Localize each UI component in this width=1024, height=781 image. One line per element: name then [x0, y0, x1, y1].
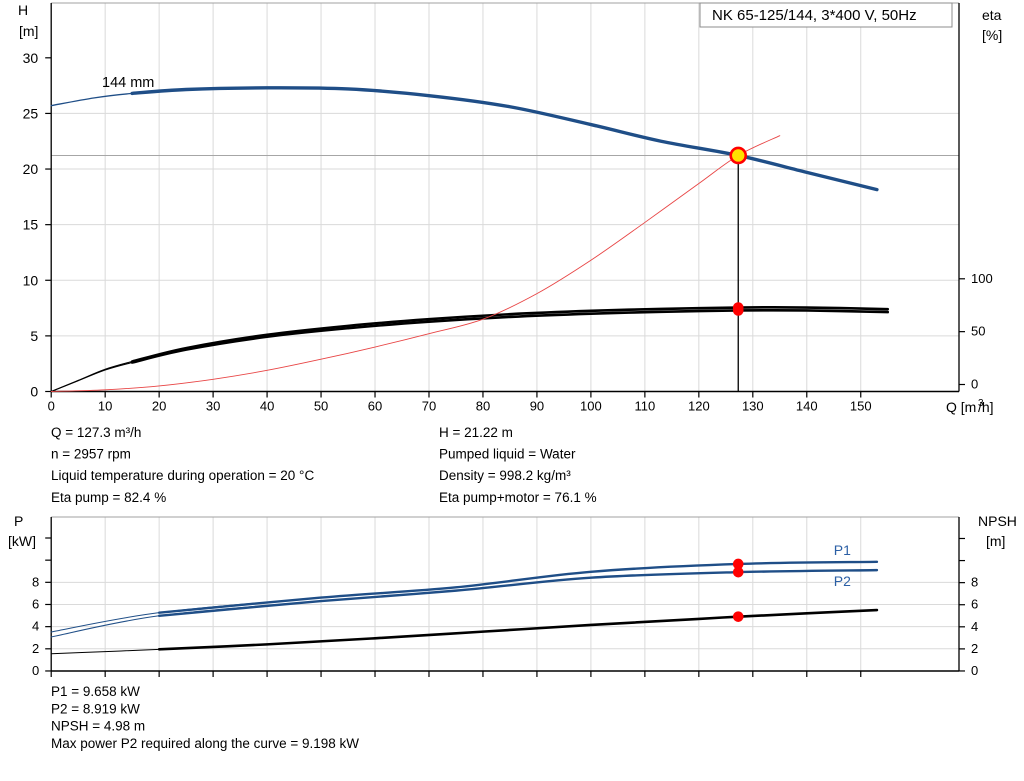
svg-text:90: 90: [530, 399, 544, 414]
svg-text:[kW]: [kW]: [8, 533, 36, 549]
svg-text:100: 100: [971, 271, 993, 286]
svg-text:8: 8: [32, 574, 39, 589]
svg-text:40: 40: [260, 399, 274, 414]
svg-text:Q = 127.3 m³/h: Q = 127.3 m³/h: [51, 425, 141, 440]
svg-text:0: 0: [32, 663, 39, 678]
svg-text:H = 21.22 m: H = 21.22 m: [439, 425, 513, 440]
svg-text:5: 5: [30, 328, 38, 344]
svg-text:P2: P2: [834, 573, 851, 589]
svg-text:10: 10: [98, 399, 112, 414]
svg-text:20: 20: [152, 399, 166, 414]
svg-text:NK 65-125/144, 3*400 V, 50Hz: NK 65-125/144, 3*400 V, 50Hz: [712, 7, 917, 24]
svg-text:0: 0: [971, 663, 978, 678]
svg-text:20: 20: [23, 161, 39, 177]
svg-text:P: P: [14, 513, 23, 529]
svg-text:n = 2957 rpm: n = 2957 rpm: [51, 447, 131, 462]
svg-text:Eta pump+motor = 76.1 %: Eta pump+motor = 76.1 %: [439, 490, 597, 505]
svg-text:P2 = 8.919 kW: P2 = 8.919 kW: [51, 701, 140, 716]
svg-text:70: 70: [422, 399, 436, 414]
svg-text:144 mm: 144 mm: [102, 75, 154, 91]
svg-text:[m]: [m]: [986, 533, 1005, 549]
svg-text:4: 4: [32, 619, 39, 634]
svg-text:60: 60: [368, 399, 382, 414]
svg-text:Pumped liquid = Water: Pumped liquid = Water: [439, 447, 576, 462]
svg-text:eta: eta: [982, 7, 1002, 23]
svg-text:0: 0: [971, 377, 978, 392]
svg-text:[%]: [%]: [982, 27, 1002, 43]
svg-text:25: 25: [23, 105, 39, 121]
svg-text:0: 0: [30, 384, 38, 400]
svg-text:10: 10: [23, 272, 39, 288]
svg-text:Density = 998.2 kg/m³: Density = 998.2 kg/m³: [439, 468, 571, 483]
svg-text:P1: P1: [834, 542, 851, 558]
svg-text:6: 6: [971, 597, 978, 612]
svg-text:Eta pump = 82.4 %: Eta pump = 82.4 %: [51, 490, 166, 505]
svg-text:/h]: /h]: [978, 399, 994, 415]
svg-text:50: 50: [314, 399, 328, 414]
svg-text:120: 120: [688, 399, 710, 414]
svg-text:NPSH: NPSH: [978, 513, 1017, 529]
svg-text:4: 4: [971, 619, 978, 634]
svg-text:15: 15: [23, 217, 39, 233]
svg-text:80: 80: [476, 399, 490, 414]
svg-text:Max power P2 required along th: Max power P2 required along the curve = …: [51, 736, 359, 751]
svg-text:2: 2: [971, 641, 978, 656]
svg-text:H: H: [18, 2, 28, 18]
svg-text:2: 2: [32, 641, 39, 656]
svg-text:6: 6: [32, 596, 39, 611]
svg-text:30: 30: [206, 399, 220, 414]
svg-text:P1 = 9.658 kW: P1 = 9.658 kW: [51, 684, 140, 699]
svg-text:150: 150: [850, 399, 872, 414]
svg-text:50: 50: [971, 324, 985, 339]
svg-text:110: 110: [635, 399, 656, 414]
svg-text:[m]: [m]: [19, 23, 38, 39]
svg-text:Q [m: Q [m: [946, 399, 976, 415]
svg-text:140: 140: [796, 399, 818, 414]
svg-text:8: 8: [971, 575, 978, 590]
svg-text:30: 30: [23, 50, 39, 66]
svg-text:130: 130: [742, 399, 764, 414]
svg-text:NPSH = 4.98 m: NPSH = 4.98 m: [51, 719, 145, 734]
svg-text:0: 0: [48, 399, 55, 414]
svg-text:100: 100: [580, 399, 602, 414]
svg-text:Liquid temperature during oper: Liquid temperature during operation = 20…: [51, 468, 314, 483]
